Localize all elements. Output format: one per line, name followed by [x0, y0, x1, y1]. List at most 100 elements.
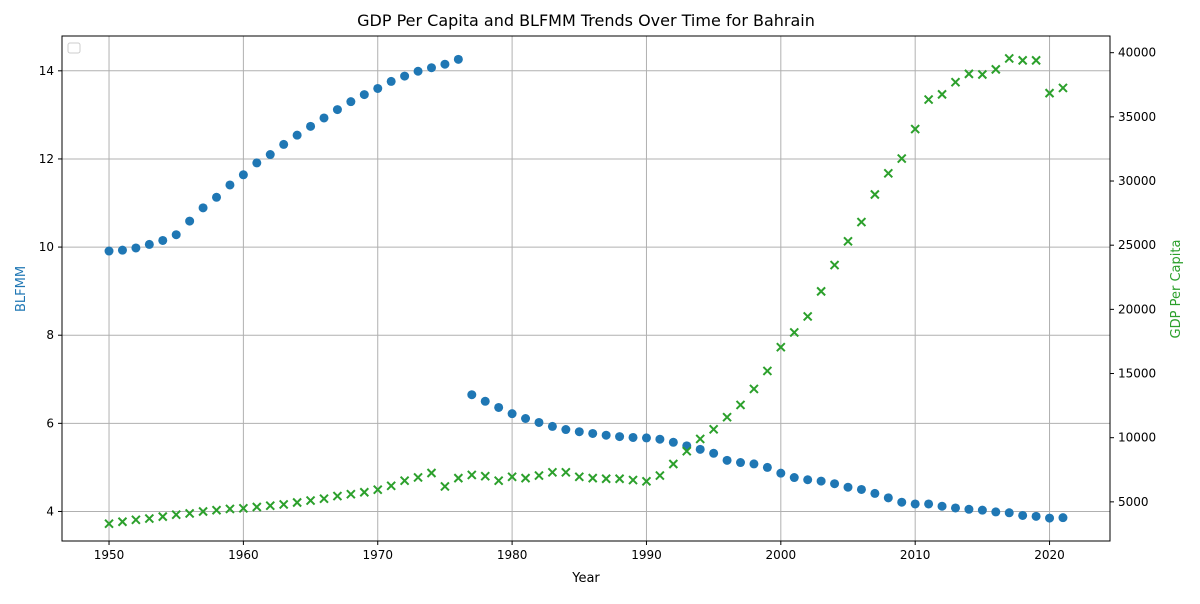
gdp-point: [601, 474, 611, 484]
gdp-point: [843, 236, 853, 247]
blfmm-point: [883, 493, 893, 503]
y-left-tick-label: 4: [46, 504, 54, 518]
blfmm-point: [346, 97, 356, 107]
gdp-point: [440, 481, 450, 492]
blfmm-point: [816, 476, 826, 486]
blfmm-point: [977, 505, 987, 515]
blfmm-point: [789, 473, 799, 483]
y-axis-right-label: GDP Per Capita: [1169, 240, 1184, 339]
blfmm-point: [991, 507, 1001, 517]
gdp-point: [883, 168, 894, 179]
gdp-point: [574, 472, 584, 482]
gdp-point: [735, 400, 746, 410]
blfmm-point: [279, 139, 289, 149]
blfmm-point: [292, 130, 302, 140]
gdp-point: [426, 468, 437, 478]
x-axis-label: Year: [571, 571, 600, 586]
blfmm-point: [1018, 510, 1028, 520]
blfmm-point: [198, 203, 208, 213]
blfmm-point: [306, 121, 316, 131]
blfmm-point: [359, 90, 369, 100]
series-blfmm: [104, 54, 1068, 523]
gdp-point: [561, 467, 571, 478]
blfmm-point: [655, 434, 665, 444]
chart-title: GDP Per Capita and BLFMM Trends Over Tim…: [357, 11, 815, 30]
gdp-point: [225, 504, 235, 514]
gdp-point: [776, 342, 786, 352]
blfmm-point: [507, 409, 517, 419]
blfmm-point: [843, 482, 853, 492]
blfmm-point: [830, 479, 840, 489]
blfmm-point: [1058, 513, 1068, 523]
blfmm-point: [910, 499, 920, 509]
x-tick-label: 1960: [228, 548, 259, 562]
blfmm-point: [494, 402, 504, 412]
y-right-tick-label: 30000: [1118, 174, 1156, 188]
gdp-point: [131, 515, 141, 525]
blfmm-point: [373, 83, 383, 93]
blfmm-point: [870, 488, 880, 498]
y-left-tick-label: 6: [46, 416, 54, 430]
blfmm-point: [762, 462, 772, 472]
gdp-point: [171, 509, 181, 520]
blfmm-point: [521, 413, 531, 423]
blfmm-point: [574, 427, 584, 437]
blfmm-point: [117, 245, 127, 255]
gdp-point: [373, 484, 383, 495]
blfmm-point: [131, 243, 141, 253]
gdp-point: [964, 69, 974, 79]
blfmm-point: [749, 459, 759, 469]
gdp-point: [238, 503, 249, 513]
y-axis-right: 5000 10000 15000 20000 25000 30000 35000 40000: [1110, 46, 1156, 509]
x-tick-label: 1950: [94, 548, 125, 562]
y-left-tick-label: 14: [39, 64, 54, 78]
gdp-point: [991, 64, 1001, 75]
gdp-point: [588, 473, 598, 483]
blfmm-point: [615, 432, 625, 442]
gdp-point: [977, 69, 988, 80]
gdp-point: [614, 474, 625, 484]
blfmm-point: [722, 455, 732, 465]
gdp-point: [856, 217, 867, 227]
gdp-point: [1044, 88, 1055, 98]
legend-box: [67, 42, 81, 54]
gdp-point: [305, 495, 316, 506]
blfmm-point: [534, 417, 544, 427]
blfmm-point: [709, 448, 719, 458]
gdp-point: [278, 499, 289, 510]
gdp-point: [708, 424, 719, 435]
gdp-point: [198, 506, 208, 517]
blfmm-point: [413, 66, 423, 76]
y-axis-left: 4 6 8 10 12 14: [39, 64, 62, 518]
gdp-point: [1058, 83, 1068, 93]
blfmm-point: [950, 503, 960, 513]
gdp-point: [802, 311, 813, 322]
blfmm-point: [238, 170, 248, 180]
y-right-tick-label: 10000: [1118, 431, 1156, 445]
blfmm-point: [561, 425, 571, 435]
y-right-tick-label: 20000: [1118, 302, 1156, 316]
blfmm-point: [803, 475, 813, 485]
gdp-point: [158, 511, 168, 522]
series-gdp: [104, 53, 1068, 529]
gdp-point: [184, 508, 195, 519]
x-tick-label: 1970: [362, 548, 393, 562]
blfmm-point: [212, 192, 222, 202]
blfmm-point: [736, 458, 746, 468]
blfmm-point: [158, 235, 168, 245]
gdp-point: [722, 412, 732, 422]
gdp-point: [1004, 53, 1014, 64]
x-tick-label: 2020: [1034, 548, 1065, 562]
y-right-tick-label: 15000: [1118, 367, 1156, 381]
plot-frame: [61, 35, 1111, 542]
y-axis-left-label: BLFMM: [14, 266, 29, 312]
blfmm-point: [695, 444, 705, 454]
gdp-point: [399, 475, 410, 486]
blfmm-point: [547, 421, 557, 431]
blfmm-point: [332, 105, 342, 115]
gdp-point: [762, 366, 773, 376]
gdp-point: [346, 489, 356, 499]
gdp-point: [682, 446, 692, 456]
